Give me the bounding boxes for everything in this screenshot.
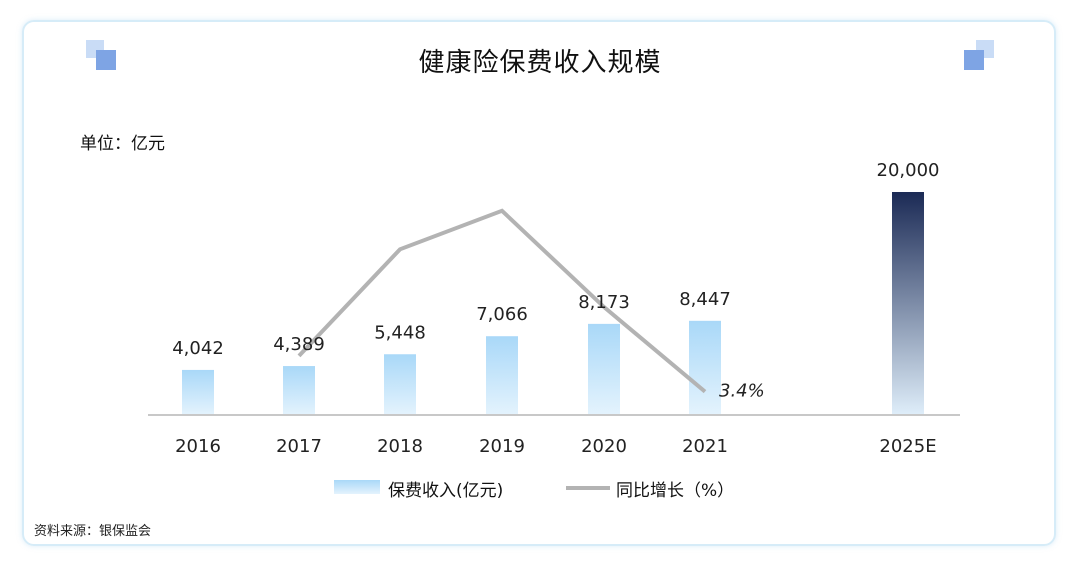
data-label-2018: 5,448 [374,322,426,343]
x-tick-2017: 2017 [276,436,322,457]
bar-2021 [689,320,721,415]
data-label-2017: 4,389 [273,334,325,355]
data-label-2016: 4,042 [172,338,224,359]
x-tick-2021: 2021 [682,436,728,457]
bar-2017 [283,366,315,415]
legend-line-label: 同比增长（%） [616,481,735,501]
corner-decoration-right [964,40,994,70]
bar-2016 [182,369,214,415]
growth-line [297,208,707,394]
x-tick-2018: 2018 [377,436,423,457]
growth-point-label-2021: 3.4% [719,381,765,402]
x-tick-2020: 2020 [581,436,627,457]
bar-2020 [588,323,620,415]
chart-title: 健康险保费收入规模 [418,48,662,78]
bar-2019 [486,336,518,415]
corner-decoration-left [86,40,116,70]
legend-bar-label: 保费收入(亿元) [388,481,504,501]
data-label-2021: 8,447 [679,289,731,310]
legend-bar-swatch [334,480,380,494]
x-tick-2025E: 2025E [879,436,936,457]
data-label-2019: 7,066 [476,304,528,325]
bar-2025E [892,192,924,415]
unit-label: 单位：亿元 [80,134,165,154]
x-tick-2019: 2019 [479,436,525,457]
data-label-2020: 8,173 [578,292,630,313]
source-note: 资料来源：银保监会 [34,524,152,539]
bar-2018 [384,354,416,415]
data-label-2025E: 20,000 [877,160,940,181]
x-tick-2016: 2016 [175,436,221,457]
chart-frame [22,20,1056,546]
